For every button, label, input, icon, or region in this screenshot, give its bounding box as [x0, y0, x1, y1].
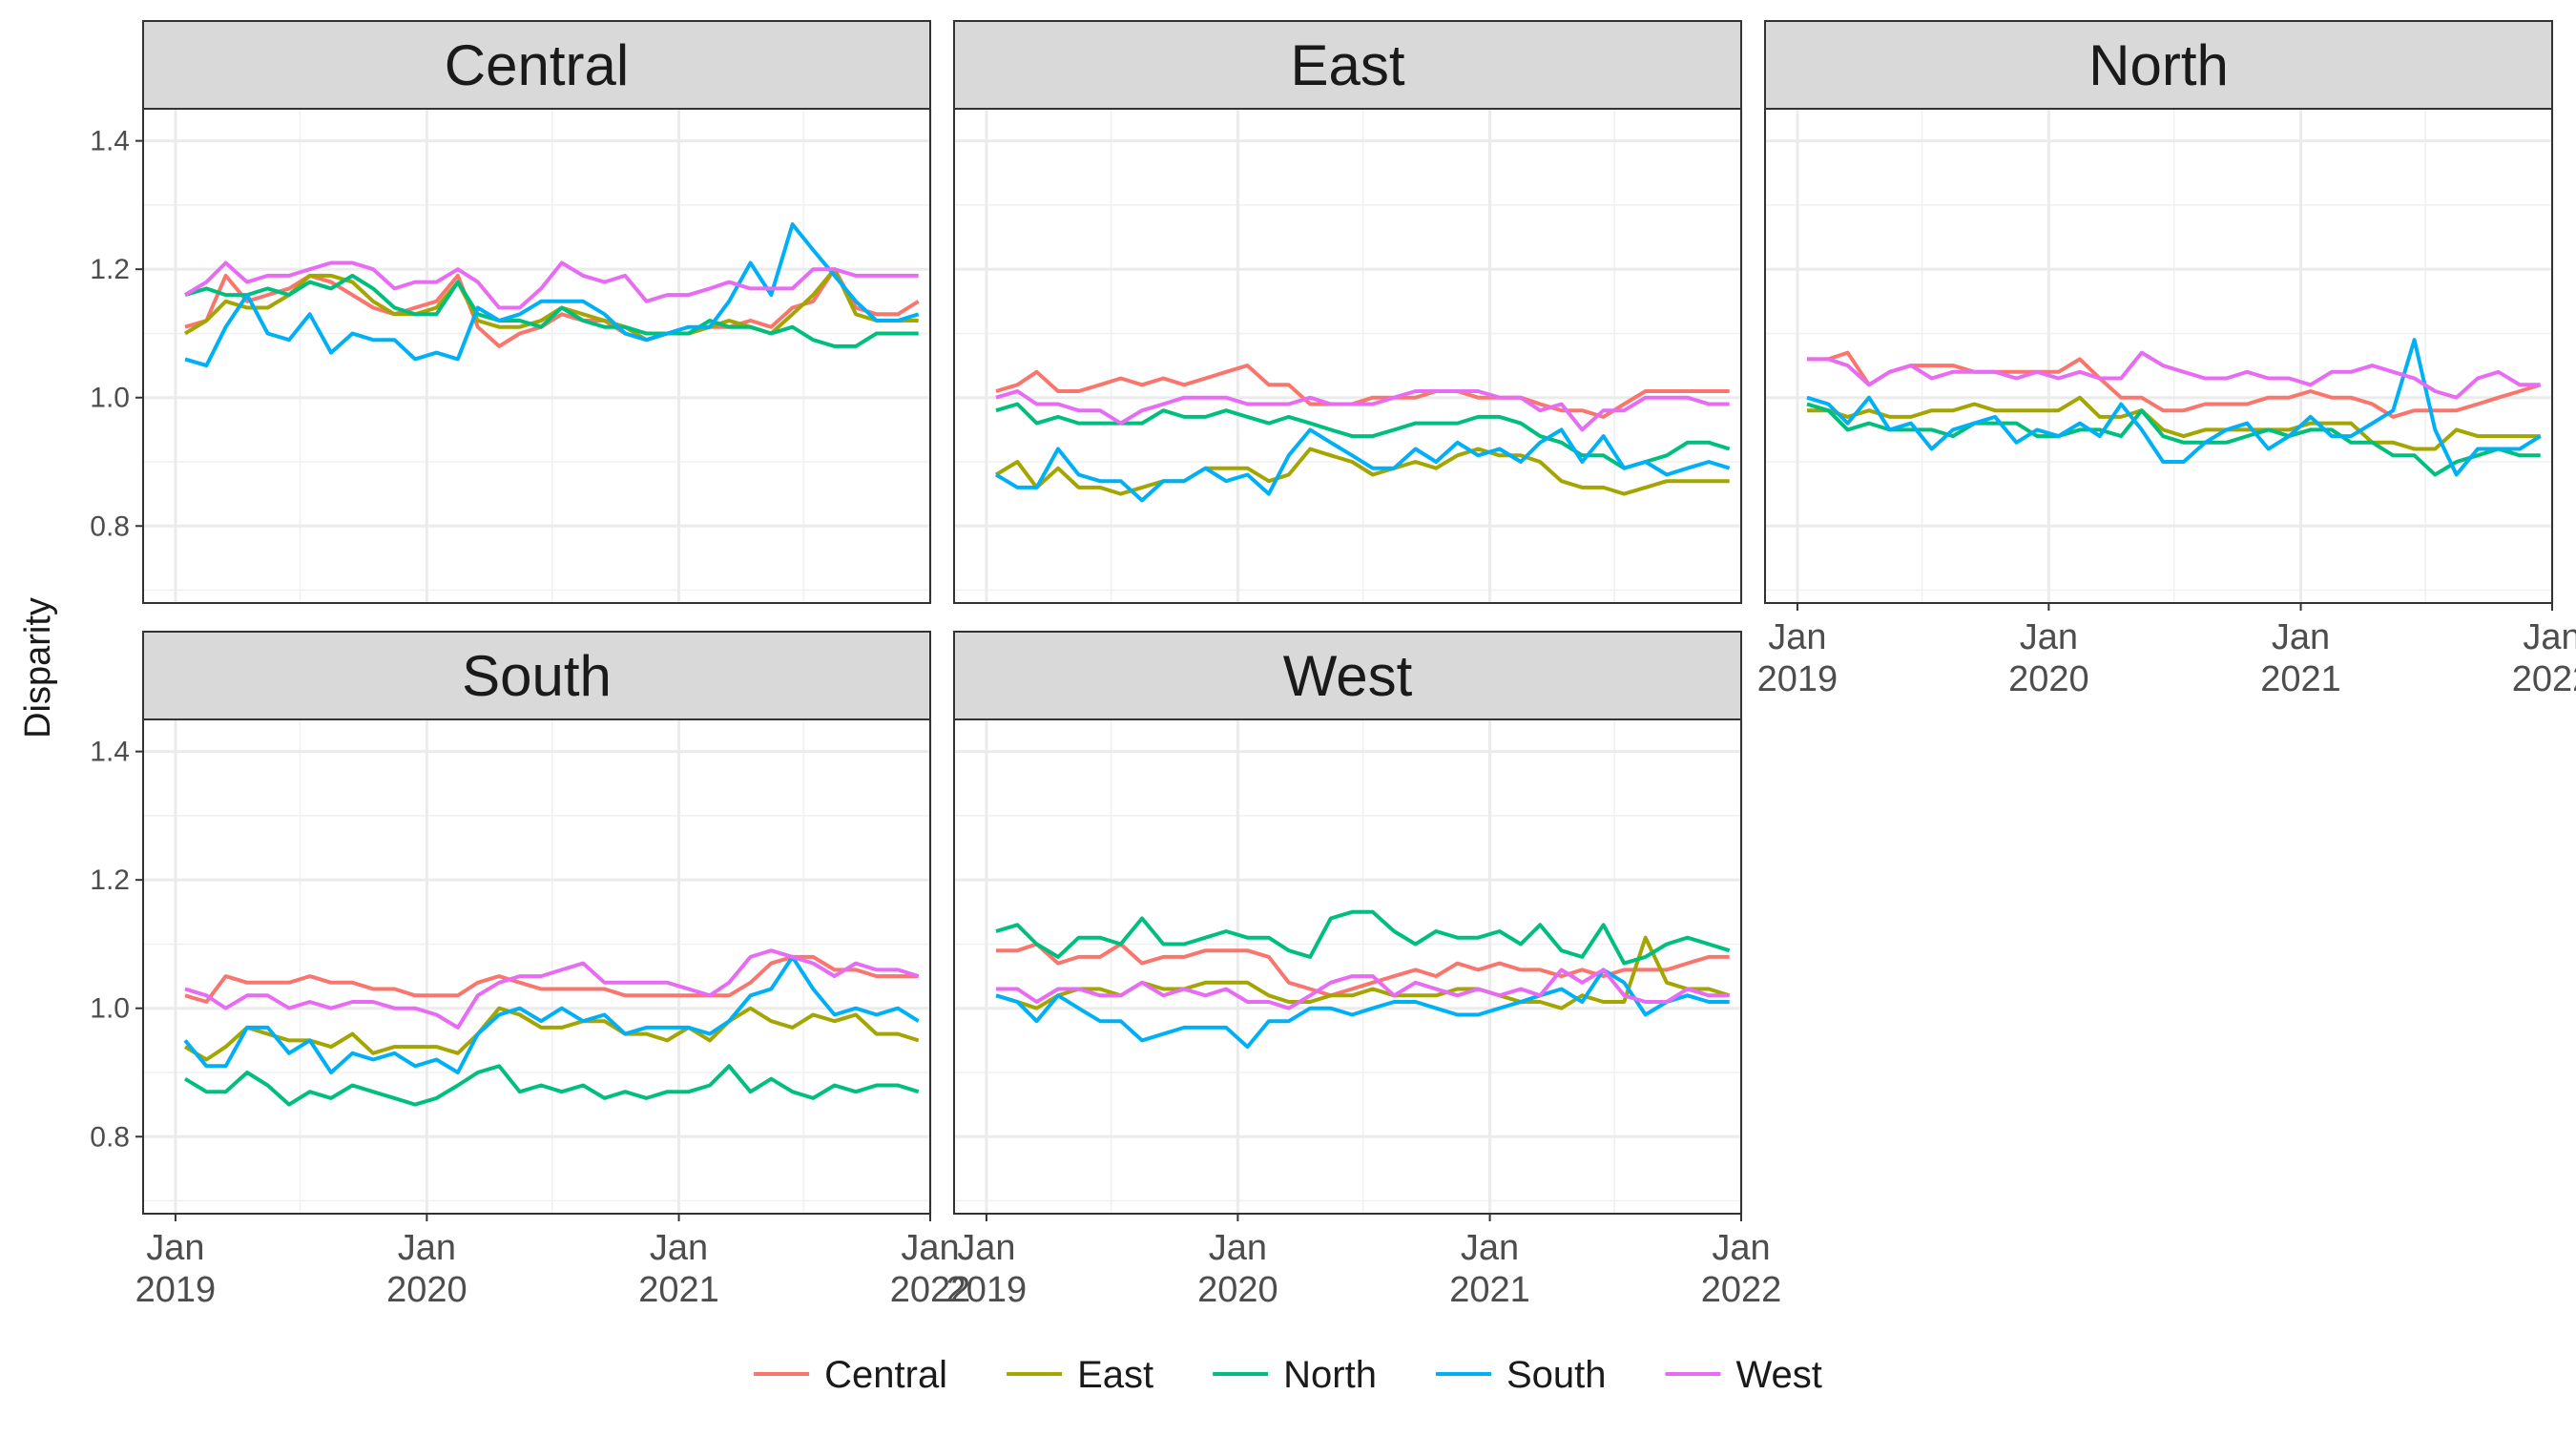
legend-label: Central [824, 1354, 947, 1396]
facet-title: East [1290, 33, 1404, 97]
y-tick-label: 1.0 [90, 383, 130, 414]
series-line-north [184, 273, 919, 348]
y-tick-label: 1.2 [90, 254, 130, 285]
x-tick-label-line: Jan [2523, 617, 2576, 657]
x-tick-label-line: Jan [2020, 617, 2078, 657]
series-line-west [184, 948, 920, 1030]
series-line-south [184, 222, 920, 368]
x-tick-label: Jan 2020 [386, 1228, 467, 1310]
x-tick-label: Jan 2019 [135, 1228, 217, 1310]
series-line-central [1807, 350, 2542, 419]
legend-label: North [1283, 1354, 1377, 1396]
x-tick-label-line: 2022 [2512, 659, 2576, 699]
x-tick-label: Jan 2021 [1449, 1228, 1530, 1310]
x-tick-label-line: 2019 [135, 1270, 217, 1310]
x-tick-label-line: 2020 [386, 1270, 467, 1310]
x-tick-label-line: Jan [1209, 1228, 1267, 1268]
legend-item-central: Central [754, 1354, 947, 1396]
panel-border [142, 718, 931, 1215]
x-tick-label-line: 2022 [1701, 1270, 1782, 1310]
x-tick-label-line: 2021 [1449, 1270, 1530, 1310]
x-tick-label: Jan 2020 [1197, 1228, 1278, 1310]
series-line-south [183, 954, 920, 1074]
series-line-north [995, 909, 1731, 966]
series-line-east [994, 447, 1730, 496]
y-tick-label: 0.8 [90, 510, 130, 542]
series-line-east [1807, 395, 2541, 451]
facet-strip [953, 20, 1742, 110]
series-line-south [994, 427, 1731, 503]
series-line-west [995, 389, 1730, 432]
x-tick-label-line: 2020 [1197, 1270, 1278, 1310]
x-tick-label-line: Jan [398, 1228, 456, 1268]
legend-label: East [1077, 1354, 1153, 1396]
facet-title: Central [445, 33, 629, 97]
x-tick-label-line: Jan [2272, 617, 2330, 657]
x-tick-label-line: 2019 [946, 1270, 1028, 1310]
y-tick-label: 1.4 [90, 737, 130, 768]
y-tick-label: 1.0 [90, 993, 130, 1025]
x-tick-label-line: Jan [957, 1228, 1015, 1268]
legend-item-east: East [1007, 1354, 1153, 1396]
legend: Central East North South West [754, 1354, 1822, 1396]
facet-title: South [462, 644, 612, 708]
facet-strip [1764, 20, 2553, 110]
panel-border [953, 718, 1742, 1215]
y-tick-label: 0.8 [90, 1121, 130, 1153]
legend-item-south: South [1435, 1354, 1607, 1396]
x-tick-label: Jan 2021 [2260, 617, 2341, 699]
series-line-north [183, 1064, 920, 1107]
panel-border [142, 108, 931, 604]
x-tick-label-line: Jan [1461, 1228, 1519, 1268]
x-tick-label-line: Jan [1712, 1228, 1770, 1268]
facet-title: North [2088, 33, 2229, 97]
series-line-west [1807, 350, 2541, 400]
x-tick-label: Jan 2019 [1757, 617, 1839, 699]
facet-east: East [953, 20, 1743, 604]
series-line-south [1806, 338, 2542, 477]
series-line-west [996, 968, 1730, 1010]
legend-item-west: West [1665, 1354, 1822, 1396]
x-tick-label-line: Jan [650, 1228, 708, 1268]
x-tick-label-line: Jan [146, 1228, 204, 1268]
series-line-north [1806, 402, 2541, 477]
facet-north: NorthJan2019Jan2020Jan2021Jan2022 [1757, 20, 2576, 699]
x-tick-label-line: 2020 [2008, 659, 2089, 699]
x-tick-label-line: 2021 [2260, 659, 2341, 699]
x-tick-label-line: 2022 [890, 1270, 971, 1310]
x-tick-label-line: 2021 [638, 1270, 719, 1310]
x-tick-label: Jan 2021 [638, 1228, 719, 1310]
facet-central: Central 0.8 1.0 1.2 1.4 [90, 20, 932, 604]
x-tick-label-line: 2019 [1757, 659, 1839, 699]
y-tick-label: 1.4 [90, 126, 130, 157]
panel-border [953, 108, 1742, 604]
legend-label: West [1735, 1354, 1821, 1396]
legend-label: South [1506, 1354, 1607, 1396]
y-tick-label: 1.2 [90, 864, 130, 896]
series-line-central [995, 364, 1730, 419]
panel-border [1764, 108, 2553, 604]
x-tick-label: Jan 2019 [946, 1228, 1028, 1310]
facet-strip [142, 20, 931, 110]
y-axis-title: Disparity [18, 597, 58, 739]
facet-strip [142, 631, 931, 720]
x-tick-label-line: Jan [1768, 617, 1826, 657]
facet-title: West [1283, 644, 1413, 708]
series-line-west [183, 260, 919, 310]
x-tick-label: Jan 2020 [2008, 617, 2089, 699]
legend-item-north: North [1213, 1354, 1377, 1396]
x-tick-label-line: Jan [901, 1228, 959, 1268]
series-line-east [183, 267, 919, 343]
